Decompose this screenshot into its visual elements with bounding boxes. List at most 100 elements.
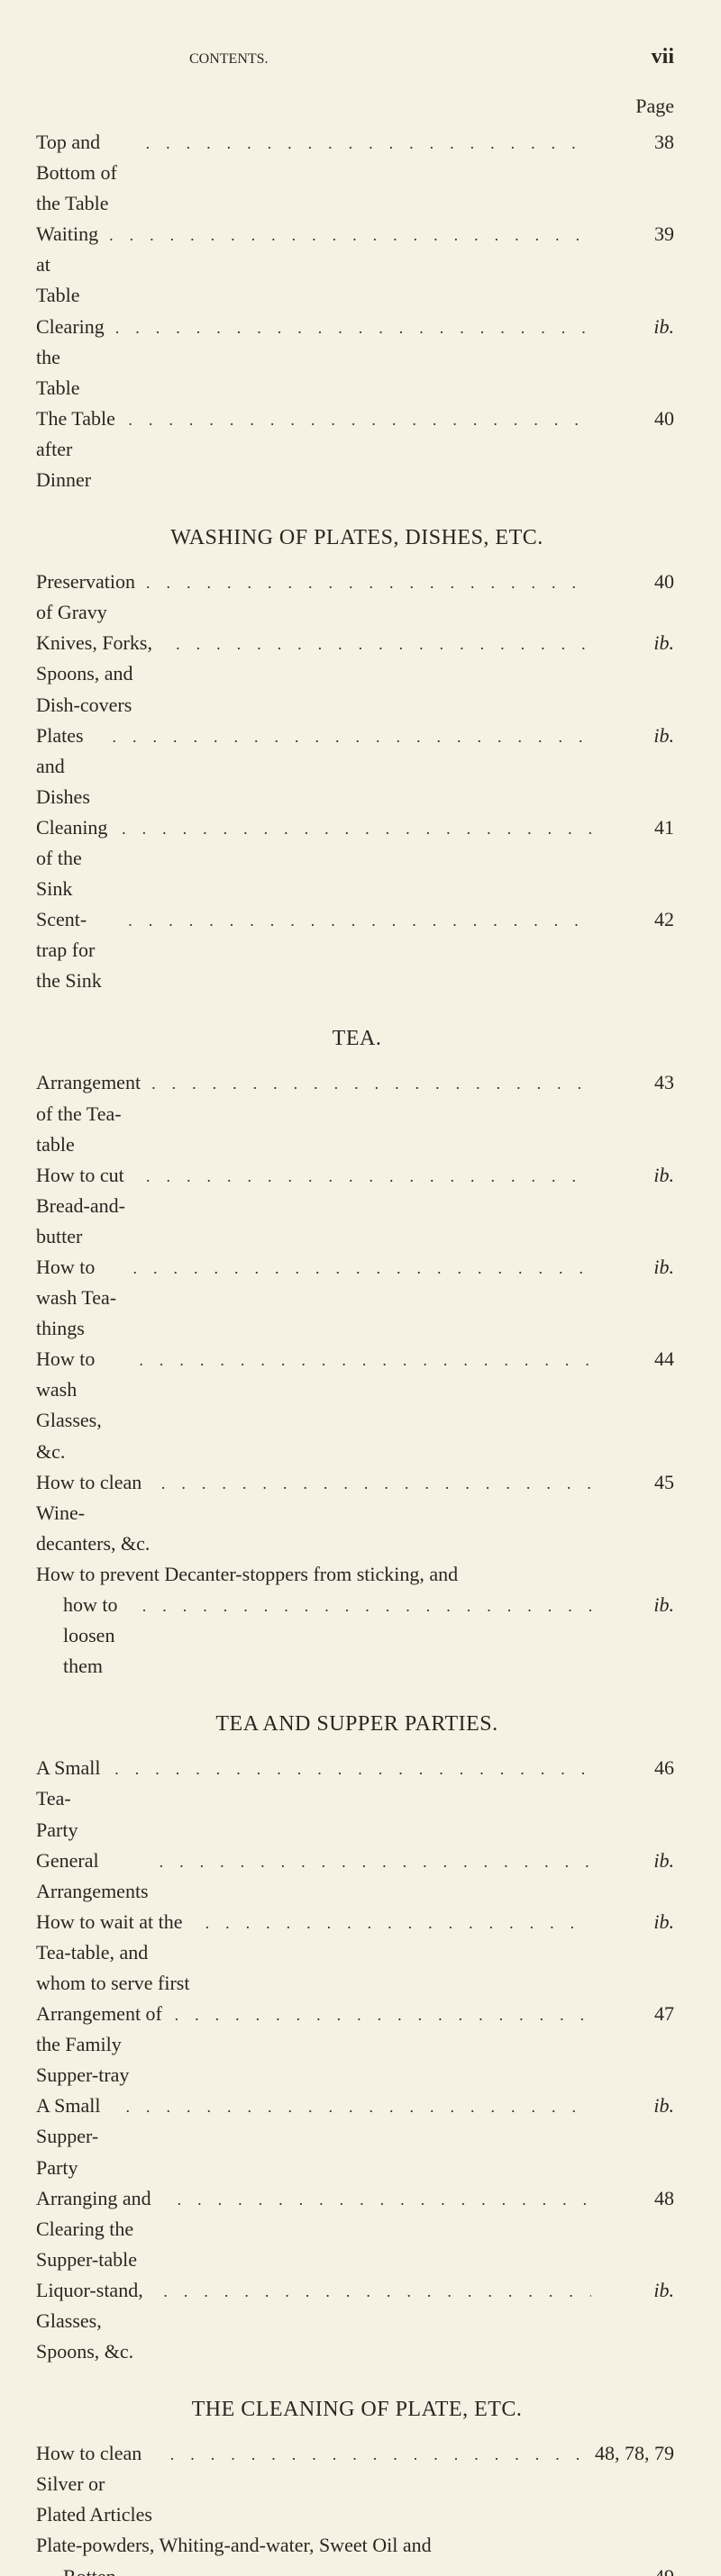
toc-leader-dots bbox=[141, 1165, 591, 1190]
toc-entry-label: How to wash Glasses, &c. bbox=[36, 1344, 133, 1466]
toc-leader-dots bbox=[123, 909, 591, 934]
toc-entry-page: ib. bbox=[591, 1846, 674, 1876]
toc-row: Clearing the Table ib. bbox=[36, 312, 674, 404]
toc-leader-dots bbox=[200, 1911, 591, 1937]
toc-leader-dots bbox=[156, 1472, 591, 1497]
section-title: TEA. bbox=[36, 1027, 678, 1051]
toc-row: How to clean Wine-decanters, &c.45 bbox=[36, 1467, 674, 1559]
toc-leader-dots bbox=[169, 2003, 591, 2028]
toc-leader-dots bbox=[123, 408, 591, 433]
toc-row: General Arrangements ib. bbox=[36, 1846, 674, 1907]
toc-row: how to loosen themib. bbox=[36, 1590, 674, 1682]
toc-leader-dots bbox=[116, 817, 591, 842]
toc-leader-dots bbox=[110, 316, 591, 341]
toc-entry-label: How to wash Tea-things bbox=[36, 1252, 127, 1344]
toc-leader-dots bbox=[127, 1256, 591, 1282]
toc-entry-page: 47 bbox=[591, 1999, 674, 2029]
toc-row: Liquor-stand, Glasses, Spoons, &c. ib. bbox=[36, 2275, 674, 2367]
toc-entry-label: Arrangement of the Tea-table bbox=[36, 1067, 146, 1159]
toc-entry-page: 48 bbox=[591, 2183, 674, 2214]
toc-row: Rotten-stone, &c. 49 bbox=[36, 2562, 674, 2576]
toc-leader-dots bbox=[137, 1594, 591, 1619]
toc-entry-label: Clearing the Table bbox=[36, 312, 110, 404]
toc-row: A Small Tea-Party46 bbox=[36, 1753, 674, 1845]
running-title: CONTENTS. bbox=[189, 51, 269, 68]
toc-row: The Table after Dinner 40 bbox=[36, 404, 674, 495]
toc-entry-page: ib. bbox=[591, 628, 674, 658]
toc-row: Preservation of Gravy 40 bbox=[36, 567, 674, 628]
page-column-label: Page bbox=[36, 95, 674, 118]
toc-row: A Small Supper-Party ib. bbox=[36, 2091, 674, 2182]
toc-entry-label: How to clean Wine-decanters, &c. bbox=[36, 1467, 156, 1559]
toc-entry-page: 42 bbox=[591, 904, 674, 935]
toc-entry-page: 41 bbox=[591, 812, 674, 843]
toc-row: How to cut Bread-and-butter ib. bbox=[36, 1160, 674, 1252]
toc-entry-page: 49 bbox=[591, 2562, 674, 2576]
toc-row: How to wash Glasses, &c.44 bbox=[36, 1344, 674, 1466]
toc-entry-label: How to wait at the Tea-table, and whom t… bbox=[36, 1907, 200, 1999]
toc-row: How to clean Silver or Plated Articles48… bbox=[36, 2438, 674, 2530]
toc-entry-label: Waiting at Table bbox=[36, 219, 104, 311]
toc-entry-continuation: how to loosen them bbox=[36, 1590, 137, 1682]
toc-leader-dots bbox=[165, 2443, 591, 2468]
section-title: THE CLEANING OF PLATE, ETC. bbox=[36, 2398, 678, 2422]
toc-entry-label: Arrangement of the Family Supper-tray bbox=[36, 1999, 169, 2091]
toc-entry-label: How to cut Bread-and-butter bbox=[36, 1160, 141, 1252]
toc-block: A Small Tea-Party46General Arrangements i… bbox=[36, 1753, 674, 2367]
toc-entry-label: Preservation of Gravy bbox=[36, 567, 141, 628]
toc-entry-label: Knives, Forks, Spoons, and Dish-covers bbox=[36, 628, 170, 720]
toc-entry-continuation: Rotten-stone, &c. bbox=[36, 2562, 131, 2576]
toc-entry-label: General Arrangements bbox=[36, 1846, 154, 1907]
toc-row: Waiting at Table 39 bbox=[36, 219, 674, 311]
toc-leader-dots bbox=[120, 2095, 591, 2120]
toc-entry-page: 43 bbox=[591, 1067, 674, 1098]
toc-entry-page: 38 bbox=[591, 127, 674, 158]
toc-entry-label: Plates and Dishes bbox=[36, 721, 107, 812]
toc-entry-page: 48, 78, 79 bbox=[591, 2438, 674, 2469]
toc-row: Arranging and Clearing the Supper-table 4… bbox=[36, 2183, 674, 2275]
toc-leader-dots bbox=[158, 2280, 591, 2305]
page: CONTENTS. vii Page Top and Bottom of the… bbox=[0, 0, 721, 2576]
toc-row: Scent-trap for the Sink 42 bbox=[36, 904, 674, 996]
toc-entry-label: Arranging and Clearing the Supper-table bbox=[36, 2183, 172, 2275]
toc-leader-dots bbox=[109, 1757, 591, 1782]
toc-leader-dots bbox=[141, 571, 591, 596]
section-title: TEA AND SUPPER PARTIES. bbox=[36, 1712, 678, 1737]
toc-entry-page: 39 bbox=[591, 219, 674, 249]
toc-block: Arrangement of the Tea-table 43 How to cut… bbox=[36, 1067, 674, 1682]
toc-row: How to wash Tea-things ib. bbox=[36, 1252, 674, 1344]
toc-leader-dots bbox=[154, 1850, 591, 1875]
toc-block: Top and Bottom of the Table 38 Waiting at … bbox=[36, 127, 674, 495]
toc-leader-dots bbox=[131, 2566, 591, 2576]
toc-entry-page: ib. bbox=[591, 312, 674, 342]
toc-entry-page: ib. bbox=[591, 721, 674, 751]
toc-entry-page: 40 bbox=[591, 567, 674, 597]
toc-entry-label: A Small Supper-Party bbox=[36, 2091, 120, 2182]
toc-leader-dots bbox=[146, 1072, 591, 1097]
toc-row: Cleaning of the Sink 41 bbox=[36, 812, 674, 904]
toc-entry-label: Scent-trap for the Sink bbox=[36, 904, 123, 996]
toc-entry-page: ib. bbox=[591, 1907, 674, 1937]
toc-leader-dots bbox=[133, 1348, 591, 1374]
toc-entry-page: ib. bbox=[591, 1160, 674, 1191]
toc-row: Arrangement of the Family Supper-tray 47 bbox=[36, 1999, 674, 2091]
toc-entry-label: Liquor-stand, Glasses, Spoons, &c. bbox=[36, 2275, 158, 2367]
toc-entry-page: ib. bbox=[591, 2091, 674, 2121]
toc-row: Knives, Forks, Spoons, and Dish-covers ib… bbox=[36, 628, 674, 720]
toc-entry-label: Plate-powders, Whiting-and-water, Sweet … bbox=[36, 2530, 437, 2561]
toc-row: Arrangement of the Tea-table 43 bbox=[36, 1067, 674, 1159]
toc-leader-dots bbox=[107, 725, 592, 750]
toc-row: Plate-powders, Whiting-and-water, Sweet … bbox=[36, 2530, 674, 2561]
toc-entry-page: 40 bbox=[591, 404, 674, 434]
toc-entry-label: How to prevent Decanter-stoppers from st… bbox=[36, 1559, 463, 1590]
toc-entry-page: ib. bbox=[591, 1252, 674, 1283]
toc-entry-label: Cleaning of the Sink bbox=[36, 812, 116, 904]
toc-entry-page: 46 bbox=[591, 1753, 674, 1783]
toc-entry-label: The Table after Dinner bbox=[36, 404, 123, 495]
running-head: CONTENTS. vii bbox=[36, 45, 678, 69]
toc-block: Preservation of Gravy 40 Knives, Forks, Sp… bbox=[36, 567, 674, 996]
toc-entry-page: ib. bbox=[591, 2275, 674, 2306]
toc-row: How to wait at the Tea-table, and whom t… bbox=[36, 1907, 674, 1999]
toc-entry-label: Top and Bottom of the Table bbox=[36, 127, 141, 219]
toc-leader-dots bbox=[170, 632, 591, 658]
